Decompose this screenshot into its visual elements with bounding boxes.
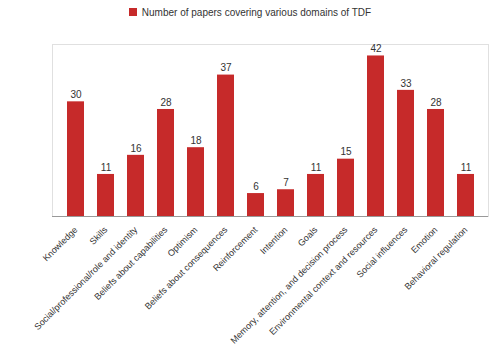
svg-text:6: 6 bbox=[253, 181, 259, 192]
svg-text:30: 30 bbox=[70, 89, 82, 100]
svg-text:33: 33 bbox=[400, 78, 412, 89]
svg-text:Knowledge: Knowledge bbox=[41, 225, 80, 264]
svg-text:Optimism: Optimism bbox=[165, 224, 200, 259]
svg-text:11: 11 bbox=[311, 162, 322, 173]
svg-text:11: 11 bbox=[101, 162, 112, 173]
svg-text:Reinforcement: Reinforcement bbox=[211, 224, 260, 273]
svg-text:18: 18 bbox=[190, 135, 202, 146]
svg-text:28: 28 bbox=[160, 97, 172, 108]
svg-text:Social influences: Social influences bbox=[355, 224, 410, 279]
svg-text:Memory, attention, and decisio: Memory, attention, and decision process bbox=[229, 224, 350, 344]
html-text:Number of papers covering vari: Number of papers covering various domain… bbox=[141, 6, 372, 18]
svg-text:Skills: Skills bbox=[88, 224, 110, 246]
svg-text:11: 11 bbox=[461, 162, 472, 173]
svg-text:Beliefs about capabilities: Beliefs about capabilities bbox=[92, 224, 170, 302]
svg-text:28: 28 bbox=[430, 97, 442, 108]
svg-text:15: 15 bbox=[340, 146, 352, 157]
svg-text:Environmental context and reso: Environmental context and resources bbox=[267, 224, 379, 336]
svg-text:Emotion: Emotion bbox=[409, 225, 439, 255]
svg-text:7: 7 bbox=[283, 177, 289, 188]
svg-text:Beliefs about consequences: Beliefs about consequences bbox=[142, 224, 230, 312]
svg-text:16: 16 bbox=[130, 143, 142, 154]
svg-text:Intention: Intention bbox=[258, 225, 289, 256]
svg-text:Goals: Goals bbox=[296, 224, 320, 248]
svg-text:37: 37 bbox=[220, 62, 232, 73]
svg-text:42: 42 bbox=[370, 43, 382, 54]
svg-text:Social/professional/role and i: Social/professional/role and identity bbox=[32, 224, 140, 332]
svg-text:Behavioral regulation: Behavioral regulation bbox=[403, 225, 470, 292]
